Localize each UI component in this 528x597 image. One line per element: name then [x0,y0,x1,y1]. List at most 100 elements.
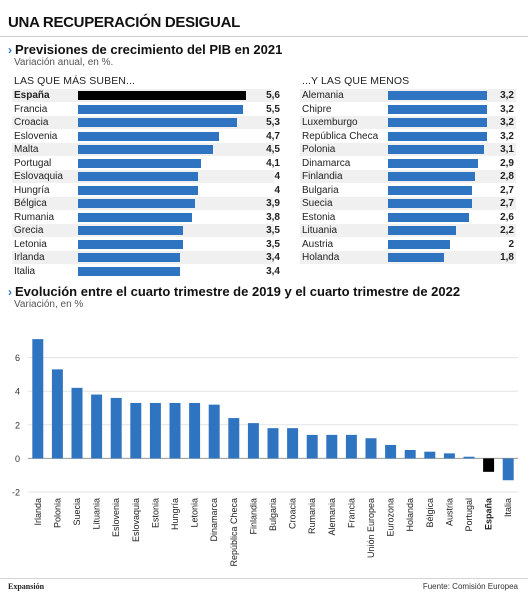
bar-label: Polonia [302,144,336,155]
bar-label: Alemania [302,90,344,101]
y-tick-label: 0 [15,454,20,464]
section1-title: Previsiones de crecimiento del PIB en 20… [15,42,283,57]
bar [78,145,213,154]
x-tick-label: Portugal [464,498,474,532]
bar-row: Rumania 3,8 [12,211,280,224]
bar-row: Austria 2 [300,238,516,251]
column-bar [149,402,161,459]
bar-label: España [14,90,50,101]
source-note: Fuente: Comisión Europea [422,582,518,591]
bar [388,212,469,222]
x-tick-label: Polonia [52,498,62,528]
x-tick-label: España [484,497,494,530]
x-tick-label: Croacia [288,498,298,529]
bar-value-label: 2,7 [500,184,514,196]
bar-value-label: 5,6 [266,90,280,101]
bar-row: Dinamarca 2,9 [300,157,516,170]
bar [388,158,478,168]
bar-value-label: 3,4 [266,265,280,277]
bar-label: Finlandia [302,171,343,182]
bar-value-label: 3,9 [266,198,280,209]
bar-row: República Checa 3,2 [300,130,516,143]
x-tick-label: Eslovaquia [131,498,141,542]
x-tick-label: Suecia [72,498,82,526]
bar-value-label: 3,5 [266,225,280,236]
bar [78,118,237,127]
column-bar [345,434,357,459]
bar-label: Suecia [302,198,333,209]
evolution-column-chart: -2 0 2 4 6 Irlanda Polonia Suecia Lituania Eslove… [12,339,518,567]
bar-row: Eslovenia 4,7 [12,130,280,143]
column-bar [32,339,44,459]
column-bar [267,428,279,459]
bar [78,131,219,141]
x-tick-label: Eslovenia [111,498,121,537]
bar [388,118,488,127]
bar-row: Finlandia 2,8 [300,170,516,183]
right-column-heading: ...Y LAS QUE MENOS [302,75,410,87]
bar-row: Bélgica 3,9 [12,197,280,210]
column-bar [208,404,220,459]
y-tick-label: -2 [12,488,20,498]
bar-row: Alemania 3,2 [300,89,516,102]
x-tick-label: República Checa [229,498,239,567]
bar-value-label: 4 [274,171,280,182]
bar-label: Chipre [302,103,332,115]
bar-row: Portugal 4,1 [12,157,280,170]
bar-value-label: 2,9 [500,157,514,169]
bar-row: Estonia 2,6 [300,211,516,224]
column-bar [287,428,299,459]
bar [78,226,183,235]
bar-row: Lituania 2,2 [300,224,516,237]
x-tick-label: Italia [503,498,513,517]
bar-label: Bulgaria [302,184,339,196]
column-bar [463,456,475,459]
bar [388,172,475,181]
section2-subtitle: Variación, en % [14,299,84,310]
bar-value-label: 3,4 [266,252,280,263]
bar-row: Grecia 3,5 [12,224,280,237]
bar-label: Francia [14,103,48,115]
bar [388,91,488,100]
x-tick-label: Alemania [327,498,337,536]
bar-value-label: 2 [508,238,514,250]
column-bar [91,394,103,459]
footer-divider [0,578,528,579]
bar-row: Francia 5,5 [12,103,280,116]
bar-row: Hungría 4 [12,184,280,197]
section1-subtitle: Variación anual, en %. [14,57,114,68]
x-tick-label: Francia [346,498,356,528]
bar [78,91,246,100]
bar [78,158,201,168]
bar-row: Irlanda 3,4 [12,251,280,264]
bar-value-label: 2,6 [500,211,514,223]
column-bar [130,402,142,459]
title-divider [0,36,528,37]
x-tick-label: Austria [444,498,454,526]
bar-label: Grecia [14,225,44,236]
x-tick-label: Dinamarca [209,498,219,542]
bar-value-label: 2,2 [500,225,514,236]
bar [78,239,183,249]
bar-value-label: 5,3 [266,117,280,128]
bar-value-label: 3,8 [266,211,280,223]
column-bar [306,434,318,459]
section2-title: Evolución entre el cuarto trimestre de 2… [15,284,461,299]
bar-row: Croacia 5,3 [12,116,280,129]
bar-label: Hungría [14,184,50,196]
x-tick-label: Estonia [150,498,160,528]
column-bar [424,451,436,459]
chevron-right-icon: › [8,285,12,299]
x-tick-label: Letonia [190,498,200,528]
bar-row: Luxemburgo 3,2 [300,116,516,129]
bar-label: Dinamarca [302,157,351,169]
bar-label: Irlanda [14,252,45,263]
bar-label: Lituania [302,225,338,236]
bar-value-label: 4 [274,184,280,196]
x-tick-label: Rumania [307,498,317,534]
y-tick-label: 6 [15,353,20,363]
column-bar [365,438,377,459]
bar-label: Rumania [14,211,55,223]
x-tick-label: Hungría [170,498,180,530]
x-tick-label: Eurozona [386,498,396,537]
